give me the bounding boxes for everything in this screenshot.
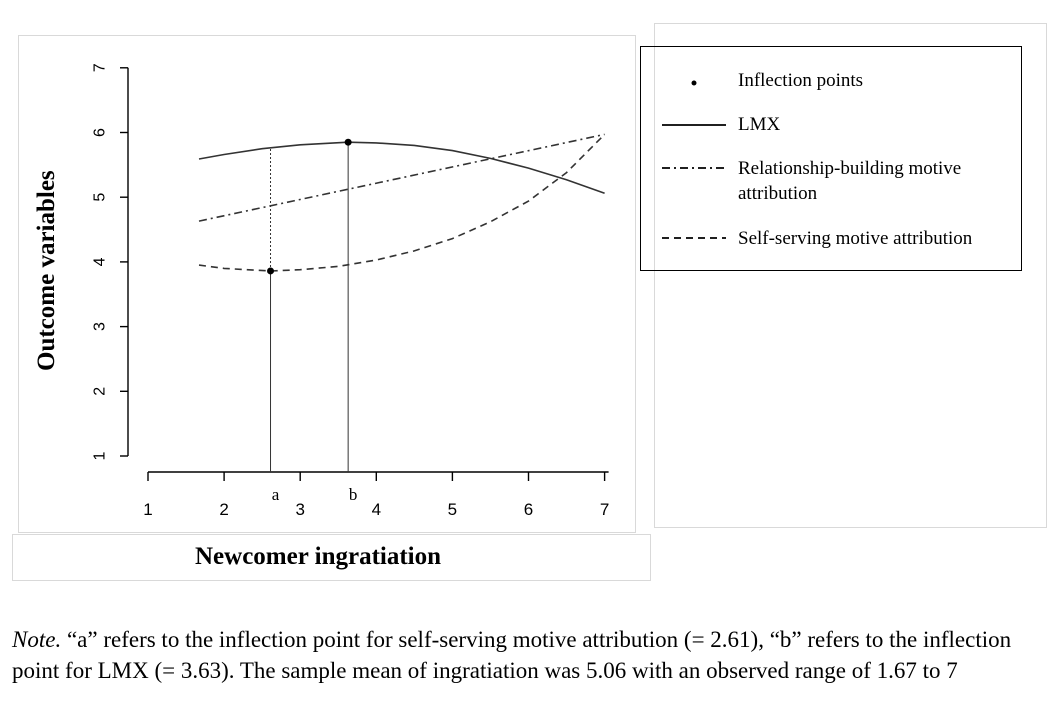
y-tick-label-3: 3 bbox=[92, 322, 109, 331]
note-prefix: Note. bbox=[12, 627, 62, 652]
inflection-label-a: a bbox=[272, 485, 280, 504]
y-axis-title: Outcome variables bbox=[33, 170, 60, 371]
inflection-label-b: b bbox=[349, 485, 358, 504]
x-tick-label-7: 7 bbox=[600, 500, 609, 519]
legend-symbol-point bbox=[691, 80, 697, 86]
x-tick-label-1: 1 bbox=[143, 500, 152, 519]
legend-label-inflection: Inflection points bbox=[738, 70, 864, 91]
legend-label-self-serving: Self-serving motive attribution bbox=[738, 228, 973, 249]
series-lines bbox=[198, 133, 606, 272]
y-tick-label-5: 5 bbox=[92, 193, 109, 202]
x-tick-label-6: 6 bbox=[524, 500, 533, 519]
plot-panel bbox=[18, 35, 636, 533]
x-tick-label-2: 2 bbox=[219, 500, 228, 519]
series-line-1 bbox=[198, 133, 605, 222]
legend-panel bbox=[654, 23, 1047, 528]
legend bbox=[640, 46, 1022, 271]
axes: 1 2 3 4 5 6 7 1 2 3 4 5 6 7 bbox=[92, 63, 610, 519]
x-tick-label-4: 4 bbox=[372, 500, 381, 519]
legend-label-relationship: Relationship-building motive attribution bbox=[738, 158, 962, 204]
y-tick-label-6: 6 bbox=[92, 128, 109, 137]
legend-label-lmx: LMX bbox=[738, 114, 781, 135]
x-tick-label-5: 5 bbox=[448, 500, 457, 519]
y-tick-label-4: 4 bbox=[92, 257, 109, 266]
x-tick-label-3: 3 bbox=[295, 500, 304, 519]
y-tick-label-7: 7 bbox=[92, 63, 109, 72]
series-line-0 bbox=[198, 141, 605, 195]
inflection-point-b bbox=[344, 138, 352, 146]
note-text: “a” refers to the inflection point for s… bbox=[12, 627, 1012, 683]
inflection-point-a bbox=[267, 267, 275, 275]
x-axis-title: Newcomer ingratiation bbox=[195, 543, 442, 570]
figure-note: Note. “a” refers to the inflection point… bbox=[12, 624, 1042, 686]
legend-symbols bbox=[662, 80, 726, 239]
inflection-points bbox=[267, 138, 352, 275]
series-line-2 bbox=[198, 133, 606, 272]
y-tick-label-2: 2 bbox=[92, 387, 109, 396]
xlabel-panel bbox=[12, 534, 651, 581]
y-tick-label-1: 1 bbox=[92, 451, 109, 460]
